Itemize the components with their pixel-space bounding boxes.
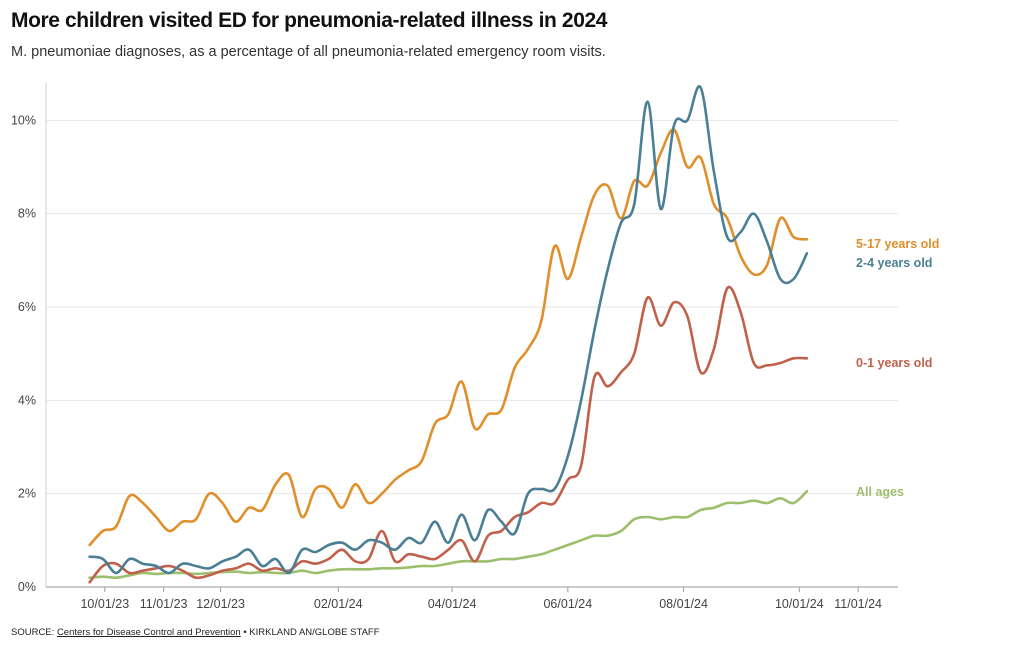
x-tick-label: 11/01/23 <box>140 597 188 611</box>
y-tick-label: 10% <box>11 113 36 127</box>
series-label-all-ages: All ages <box>856 485 904 499</box>
series-label-5-17-years-old: 5-17 years old <box>856 237 939 251</box>
source-credit: • KIRKLAND AN/GLOBE STAFF <box>243 627 380 638</box>
y-tick-label: 0% <box>18 580 36 594</box>
y-tick-label: 8% <box>18 207 36 221</box>
series-label-0-1-years-old: 0-1 years old <box>856 356 932 370</box>
x-tick-label: 12/01/23 <box>196 597 245 611</box>
source-prefix: SOURCE: <box>11 627 55 638</box>
x-tick-label: 10/01/23 <box>80 597 129 611</box>
series-line-5-17-years-old <box>88 128 809 547</box>
x-tick-label: 08/01/24 <box>659 597 708 611</box>
source-note: SOURCE: Centers for Disease Control and … <box>11 627 380 638</box>
series-line-0-1-years-old <box>88 285 809 584</box>
y-tick-label: 2% <box>18 487 36 501</box>
series-label-2-4-years-old: 2-4 years old <box>856 256 932 270</box>
y-tick-label: 4% <box>18 393 36 407</box>
x-tick-label: 11/01/24 <box>834 597 882 611</box>
chart-subtitle: M. pneumoniae diagnoses, as a percentage… <box>11 44 606 60</box>
series-lines <box>88 85 809 584</box>
x-tick-label: 02/01/24 <box>314 597 363 611</box>
source-link[interactable]: Centers for Disease Control and Preventi… <box>56 627 241 638</box>
x-tick-label: 06/01/24 <box>543 597 592 611</box>
series-labels: 5-17 years old 2-4 years old 0-1 years old… <box>856 237 939 499</box>
y-tick-label: 6% <box>18 300 36 314</box>
x-tick-label: 10/01/24 <box>775 597 824 611</box>
axes: 0% 2% 4% 6% 8% 10% 10/01/23 11/01/23 12/01/23 02/… <box>11 83 898 611</box>
chart-title: More children visited ED for pneumonia-r… <box>11 9 608 32</box>
grid-lines <box>46 119 898 495</box>
series-line-2-4-years-old <box>88 85 809 575</box>
series-line-all-ages <box>88 490 809 580</box>
x-tick-label: 04/01/24 <box>428 597 477 611</box>
